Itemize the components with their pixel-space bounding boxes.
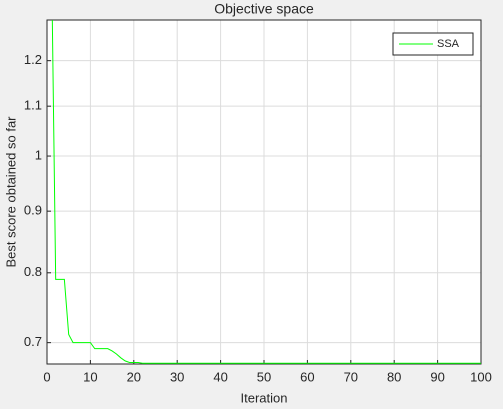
x-axis-label: Iteration <box>241 390 288 405</box>
x-tick-label: 40 <box>213 369 227 384</box>
y-tick-label: 0.9 <box>24 203 42 218</box>
series-group <box>51 20 481 364</box>
y-axis-label: Best score obtained so far <box>3 116 18 268</box>
y-tick-label: 0.8 <box>24 264 42 279</box>
legend-label: SSA <box>437 38 460 50</box>
y-tick-label: 1.1 <box>24 98 42 113</box>
axes-box <box>46 19 482 365</box>
y-tick-label: 1 <box>35 147 42 162</box>
chart-title: Objective space <box>214 1 314 17</box>
x-tick-label: 70 <box>344 369 358 384</box>
x-tick-label: 10 <box>83 369 97 384</box>
series-line <box>51 20 481 364</box>
x-tick-label: 90 <box>430 369 444 384</box>
x-tick-label: 30 <box>170 369 184 384</box>
x-tick-label: 60 <box>300 369 314 384</box>
x-tick-label: 50 <box>257 369 271 384</box>
x-tick-label: 20 <box>127 369 141 384</box>
x-tick-label: 100 <box>470 369 492 384</box>
legend: SSA <box>392 32 474 56</box>
x-tick-label: 80 <box>387 369 401 384</box>
x-tick-label: 0 <box>43 369 50 384</box>
y-tick-label: 0.7 <box>24 334 42 349</box>
y-tick-label: 1.2 <box>24 52 42 67</box>
